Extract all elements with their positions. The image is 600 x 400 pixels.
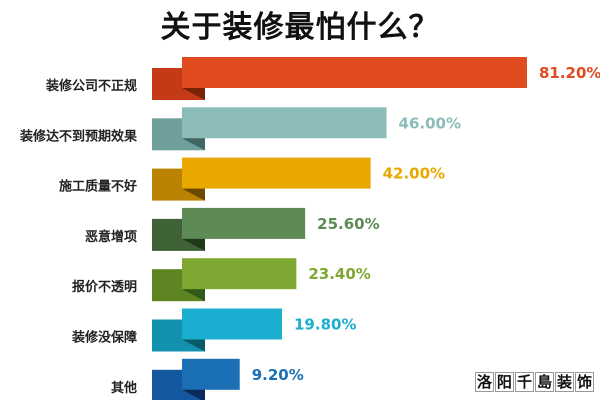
bar-fold <box>182 339 205 352</box>
watermark-char: 阳 <box>494 372 514 392</box>
value-label: 19.80% <box>294 316 356 334</box>
bar-fold <box>182 289 205 302</box>
bar-fold <box>182 88 205 100</box>
value-label: 42.00% <box>383 165 445 183</box>
watermark-char: 島 <box>534 372 554 392</box>
chart-title: 关于装修最怕什么？ <box>160 10 440 45</box>
value-label: 9.20% <box>252 366 304 384</box>
category-label: 装修公司不正规 <box>45 78 137 94</box>
bar <box>182 308 283 340</box>
bar <box>182 157 371 189</box>
watermark-logo: 洛阳千島装饰 <box>474 372 594 392</box>
category-label: 其他 <box>111 380 137 396</box>
bar <box>182 107 387 139</box>
category-label: 恶意增项 <box>85 229 137 245</box>
bar <box>182 258 297 290</box>
bar <box>182 358 240 390</box>
category-label: 施工质量不好 <box>59 179 137 195</box>
watermark-char: 饰 <box>574 372 594 392</box>
value-label: 25.60% <box>317 215 379 233</box>
category-label: 报价不透明 <box>72 280 137 295</box>
bar <box>182 207 306 239</box>
bar-fold <box>182 389 205 400</box>
value-label: 23.40% <box>308 265 370 283</box>
bar-fold <box>182 138 205 151</box>
bar-fold <box>182 188 205 201</box>
category-label: 装修没保障 <box>71 330 137 346</box>
bar <box>182 57 527 88</box>
watermark-char: 洛 <box>474 372 494 392</box>
watermark-char: 装 <box>554 372 574 392</box>
category-label: 装修达不到预期效果 <box>19 128 137 144</box>
value-label: 81.20% <box>539 64 600 82</box>
value-label: 46.00% <box>399 114 461 132</box>
bar-fold <box>182 238 205 251</box>
watermark-char: 千 <box>514 372 534 392</box>
